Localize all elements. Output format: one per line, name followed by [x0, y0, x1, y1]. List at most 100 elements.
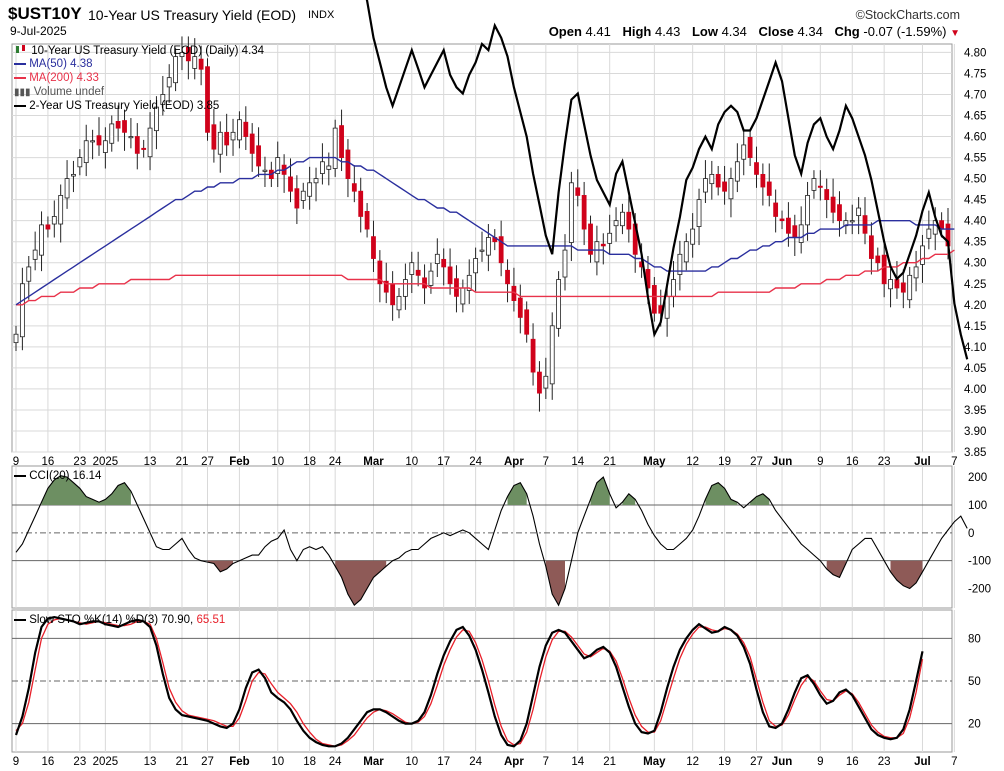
candle-body	[173, 56, 178, 84]
candle-body	[230, 131, 236, 141]
open-value: 4.41	[585, 24, 611, 39]
candle-body	[320, 161, 325, 174]
cci-overbought-fill	[590, 477, 610, 505]
high-label: High	[622, 24, 652, 39]
candle-body	[415, 269, 421, 276]
candle-body	[224, 131, 230, 146]
candle-body	[779, 218, 785, 222]
candle-body	[428, 270, 434, 286]
candle-body	[166, 77, 172, 88]
cci-tick-label: -200	[968, 584, 991, 596]
candle-body	[262, 169, 268, 172]
candle-body	[728, 178, 734, 200]
date-tick-label: 17	[437, 456, 450, 468]
candle-body	[683, 241, 689, 263]
candle-body	[402, 279, 408, 297]
candle-body	[102, 140, 108, 153]
candle-body	[811, 178, 817, 191]
price-tick-label: 4.80	[964, 47, 986, 59]
ma200-swatch	[14, 76, 26, 79]
legend-main-label: 10-Year US Treasury Yield (EOD) (Daily) …	[31, 45, 265, 57]
candle-body	[83, 140, 89, 164]
legend-volume: ▮▮▮ Volume undef	[14, 86, 104, 98]
candle-body	[805, 195, 810, 226]
date-tick-label: 10	[405, 456, 418, 468]
price-tick-label: 4.35	[964, 237, 986, 249]
stockcharts-brand[interactable]: ©StockCharts.com	[855, 8, 960, 22]
candle-body	[211, 124, 217, 150]
symbol-ticker[interactable]: $UST10Y	[8, 4, 82, 23]
candle-body	[141, 147, 147, 150]
candle-body	[447, 266, 453, 285]
candle-body	[690, 228, 696, 245]
sto-tick-label: 50	[968, 676, 981, 688]
date-tick-label: 27	[201, 756, 214, 768]
date-tick-label: 10	[405, 756, 418, 768]
candle-body	[932, 220, 938, 235]
date-tick-label: 24	[329, 456, 342, 468]
date-tick-label: 16	[42, 756, 55, 768]
date-tick-label: 13	[144, 456, 157, 468]
candle-body	[920, 245, 925, 265]
sto-tick-label: 20	[968, 719, 981, 731]
candle-body	[332, 127, 338, 169]
low-label: Low	[691, 24, 718, 39]
date-tick-label: 16	[846, 756, 859, 768]
cci-swatch	[14, 474, 26, 477]
two-year-swatch	[14, 104, 26, 107]
legend-cci: CCI(20) 16.14	[14, 470, 101, 482]
candle-body	[71, 173, 76, 177]
candle-body	[39, 224, 44, 256]
date-tick-label: Mar	[363, 456, 384, 468]
candle-body	[741, 144, 747, 160]
date-tick-label: 9	[817, 456, 823, 468]
legend-ma50-label: MA(50) 4.38	[29, 58, 93, 70]
date-tick-label: 21	[603, 756, 616, 768]
candle-body	[824, 189, 830, 201]
candle-body	[696, 199, 702, 227]
candle-body	[715, 173, 721, 188]
date-tick-label: 12	[686, 756, 699, 768]
price-tick-label: 3.85	[964, 447, 986, 459]
date-tick-label: 17	[437, 756, 450, 768]
candle-body	[875, 255, 881, 264]
cci-tick-label: 0	[968, 528, 974, 540]
date-tick-label: 7	[543, 756, 549, 768]
candle-body	[664, 295, 670, 319]
candle-body	[900, 282, 906, 293]
candle-body	[64, 178, 70, 199]
candle-body	[498, 236, 504, 264]
legend-ma200-label: MA(200) 4.33	[29, 72, 99, 84]
candle-body	[109, 123, 115, 144]
candle-body	[856, 207, 862, 217]
candle-body	[383, 280, 389, 293]
date-tick-label: Feb	[229, 756, 249, 768]
candle-body	[434, 253, 440, 264]
date-tick-label: 19	[718, 756, 731, 768]
candle-body	[473, 258, 479, 274]
candle-body	[575, 187, 581, 196]
candle-body	[358, 190, 364, 217]
price-tick-label: 4.70	[964, 89, 986, 101]
candle-body	[122, 120, 127, 133]
cci-line	[15, 475, 968, 607]
candle-body	[926, 228, 932, 239]
price-tick-label: 3.90	[964, 426, 986, 438]
candle-body	[128, 136, 134, 139]
candle-body	[45, 224, 51, 230]
candle-body	[26, 266, 32, 282]
date-tick-label: 7	[951, 756, 957, 768]
date-tick-label: 10	[271, 756, 284, 768]
date-tick-label: 16	[42, 456, 55, 468]
low-value: 4.34	[721, 24, 747, 39]
candle-body	[760, 173, 766, 188]
candle-body	[556, 279, 562, 329]
price-tick-label: 4.30	[964, 258, 986, 270]
candle-body	[134, 136, 140, 154]
cci-tick-label: 200	[968, 472, 987, 484]
date-tick-label: 24	[469, 456, 482, 468]
sto-k-line	[14, 615, 924, 748]
candle-body	[562, 249, 568, 278]
candle-body	[773, 202, 779, 217]
candle-body	[185, 46, 191, 62]
